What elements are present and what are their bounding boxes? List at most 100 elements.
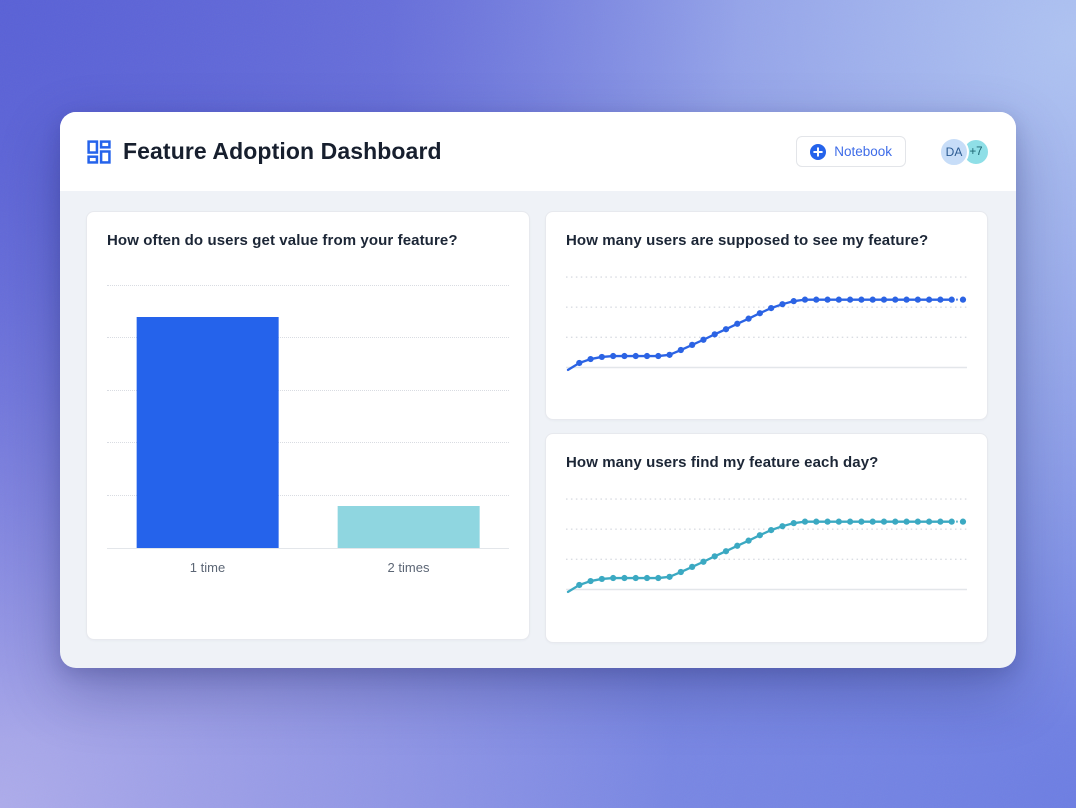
avatar-stack[interactable]: DA +7 bbox=[916, 136, 990, 167]
line-chart-svg bbox=[566, 498, 967, 594]
bar-chart-plot-area bbox=[107, 285, 509, 549]
data-point[interactable] bbox=[959, 518, 967, 525]
gridline bbox=[107, 337, 509, 339]
data-point[interactable] bbox=[869, 518, 876, 525]
data-point[interactable] bbox=[734, 542, 741, 549]
data-point[interactable] bbox=[858, 296, 865, 303]
data-point[interactable] bbox=[801, 296, 809, 303]
data-point[interactable] bbox=[847, 518, 854, 525]
data-point[interactable] bbox=[768, 526, 775, 534]
notebook-button[interactable]: Notebook bbox=[796, 136, 906, 167]
data-point[interactable] bbox=[598, 575, 605, 583]
bar-chart: 1 time 2 times bbox=[107, 285, 509, 575]
data-point[interactable] bbox=[779, 301, 786, 308]
data-point[interactable] bbox=[790, 298, 797, 305]
data-point[interactable] bbox=[700, 336, 707, 343]
dashboard-grid-icon bbox=[86, 139, 111, 164]
data-point[interactable] bbox=[576, 581, 583, 589]
data-point[interactable] bbox=[666, 351, 673, 358]
data-point[interactable] bbox=[948, 296, 955, 303]
data-point[interactable] bbox=[655, 352, 662, 360]
line-chart-reach-title: How many users are supposed to see my fe… bbox=[566, 232, 929, 249]
data-point[interactable] bbox=[801, 518, 809, 525]
data-point[interactable] bbox=[835, 296, 842, 303]
gridline bbox=[107, 285, 509, 286]
data-point[interactable] bbox=[632, 574, 639, 582]
data-point[interactable] bbox=[869, 296, 876, 303]
dashboard-body: How often do users get value from your f… bbox=[60, 191, 1016, 668]
header-actions: Notebook DA +7 bbox=[796, 136, 990, 167]
data-point[interactable] bbox=[677, 346, 684, 354]
gridline bbox=[107, 442, 509, 444]
data-point[interactable] bbox=[824, 518, 831, 525]
data-point[interactable] bbox=[948, 518, 955, 525]
data-point[interactable] bbox=[790, 520, 797, 527]
data-point[interactable] bbox=[666, 573, 673, 580]
data-point[interactable] bbox=[689, 563, 696, 571]
data-point[interactable] bbox=[745, 537, 752, 544]
data-point[interactable] bbox=[880, 296, 888, 303]
bar-x-label: 1 time bbox=[189, 560, 226, 575]
bar-chart-panel: How often do users get value from your f… bbox=[86, 211, 530, 640]
data-point[interactable] bbox=[835, 518, 842, 525]
data-point[interactable] bbox=[587, 355, 594, 363]
data-point[interactable] bbox=[621, 352, 628, 360]
data-point[interactable] bbox=[926, 518, 933, 525]
bar-x-label: 2 times bbox=[387, 560, 430, 575]
bar-1-time[interactable] bbox=[136, 317, 279, 548]
data-point[interactable] bbox=[813, 518, 820, 525]
data-point[interactable] bbox=[813, 296, 820, 303]
data-point[interactable] bbox=[700, 558, 707, 565]
data-point[interactable] bbox=[711, 553, 718, 560]
data-point[interactable] bbox=[914, 518, 921, 525]
window-header: Feature Adoption Dashboard Notebook DA bbox=[60, 112, 1016, 191]
data-point[interactable] bbox=[734, 320, 741, 327]
line-chart-panel-discovery: How many users find my feature each day? bbox=[545, 433, 988, 643]
bar-chart-title: How often do users get value from your f… bbox=[107, 232, 458, 249]
data-point[interactable] bbox=[576, 359, 583, 367]
data-point[interactable] bbox=[677, 568, 684, 576]
data-point[interactable] bbox=[756, 310, 763, 317]
data-point[interactable] bbox=[914, 296, 921, 303]
data-point[interactable] bbox=[587, 577, 594, 585]
plus-circle-icon bbox=[810, 143, 827, 160]
data-point[interactable] bbox=[643, 574, 651, 582]
data-point[interactable] bbox=[756, 532, 763, 539]
title-wrap: Feature Adoption Dashboard bbox=[86, 138, 796, 165]
gridline bbox=[107, 389, 509, 391]
bar-2-times[interactable] bbox=[337, 506, 480, 548]
data-point[interactable] bbox=[779, 523, 786, 530]
data-point[interactable] bbox=[892, 518, 899, 525]
line-chart-reach bbox=[566, 267, 967, 378]
line-chart-discovery bbox=[566, 489, 967, 600]
data-point[interactable] bbox=[745, 315, 752, 322]
bar-chart-x-axis-labels: 1 time 2 times bbox=[107, 560, 509, 575]
data-point[interactable] bbox=[632, 352, 639, 360]
data-point[interactable] bbox=[926, 296, 933, 303]
line-chart-discovery-title: How many users find my feature each day? bbox=[566, 454, 879, 471]
data-point[interactable] bbox=[892, 296, 899, 303]
data-point[interactable] bbox=[598, 353, 605, 361]
data-point[interactable] bbox=[711, 331, 718, 338]
data-point[interactable] bbox=[903, 518, 910, 525]
data-point[interactable] bbox=[768, 304, 775, 312]
data-point[interactable] bbox=[610, 574, 617, 582]
data-point[interactable] bbox=[959, 296, 967, 303]
data-point[interactable] bbox=[880, 518, 888, 525]
data-point[interactable] bbox=[824, 296, 831, 303]
data-point[interactable] bbox=[937, 296, 944, 303]
line-chart-svg bbox=[566, 276, 967, 372]
data-point[interactable] bbox=[621, 574, 628, 582]
data-point[interactable] bbox=[610, 352, 617, 360]
avatar-initials[interactable]: DA bbox=[939, 136, 969, 167]
data-point[interactable] bbox=[858, 518, 865, 525]
data-point[interactable] bbox=[655, 574, 662, 582]
data-point[interactable] bbox=[937, 518, 944, 525]
data-point[interactable] bbox=[689, 341, 696, 349]
data-point[interactable] bbox=[903, 296, 910, 303]
data-point[interactable] bbox=[643, 352, 651, 360]
data-point[interactable] bbox=[722, 548, 730, 555]
data-point[interactable] bbox=[722, 326, 730, 333]
data-point[interactable] bbox=[847, 296, 854, 303]
